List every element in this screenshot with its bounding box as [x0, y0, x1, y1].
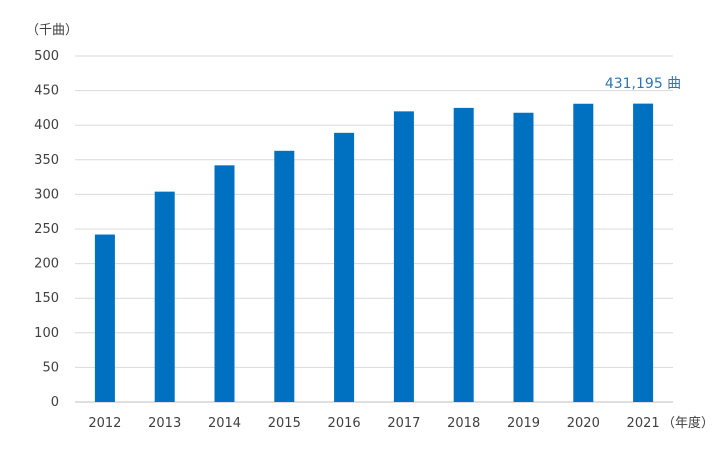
total-annotation: 431,195 曲 [605, 76, 681, 92]
y-tick-label: 100 [34, 326, 59, 341]
bar [94, 234, 115, 402]
bars [94, 103, 654, 403]
x-tick-label: 2019 [507, 416, 540, 431]
y-tick-label: 250 [34, 222, 59, 237]
y-tick-label: 150 [34, 291, 59, 306]
y-tick-label: 0 [51, 395, 59, 410]
y-axis-label: （千曲） [26, 23, 78, 38]
x-tick-label: 2013 [148, 416, 181, 431]
bar [154, 191, 175, 402]
axes: 0 50 100 150 200 250 300 350 400 450 500 2012 2013 20… [34, 49, 673, 431]
x-tick-label: 2015 [268, 416, 301, 431]
bar [513, 112, 534, 402]
x-axis-label: （年度） [662, 415, 714, 431]
x-tick-label: 2012 [88, 416, 121, 431]
bar [334, 132, 355, 402]
y-tick-label: 500 [34, 49, 59, 64]
x-tick-label: 2021 [627, 416, 660, 431]
y-tick-label: 450 [34, 84, 59, 99]
bar [633, 103, 654, 402]
x-tick-label: 2016 [328, 416, 361, 431]
bar [453, 107, 474, 403]
bar [393, 111, 414, 403]
bar [274, 150, 295, 402]
bar [214, 165, 235, 402]
y-tick-label: 50 [42, 360, 59, 375]
y-tick-label: 350 [34, 153, 59, 168]
y-tick-label: 400 [34, 118, 59, 133]
x-tick-label: 2018 [447, 416, 480, 431]
x-tick-label: 2014 [208, 416, 241, 431]
x-tick-label: 2017 [387, 416, 420, 431]
y-tick-label: 200 [34, 257, 59, 272]
bar [573, 103, 594, 403]
y-tick-label: 300 [34, 187, 59, 202]
labels: （千曲） （年度） 431,195 曲 [26, 23, 714, 431]
x-tick-label: 2020 [567, 416, 600, 431]
